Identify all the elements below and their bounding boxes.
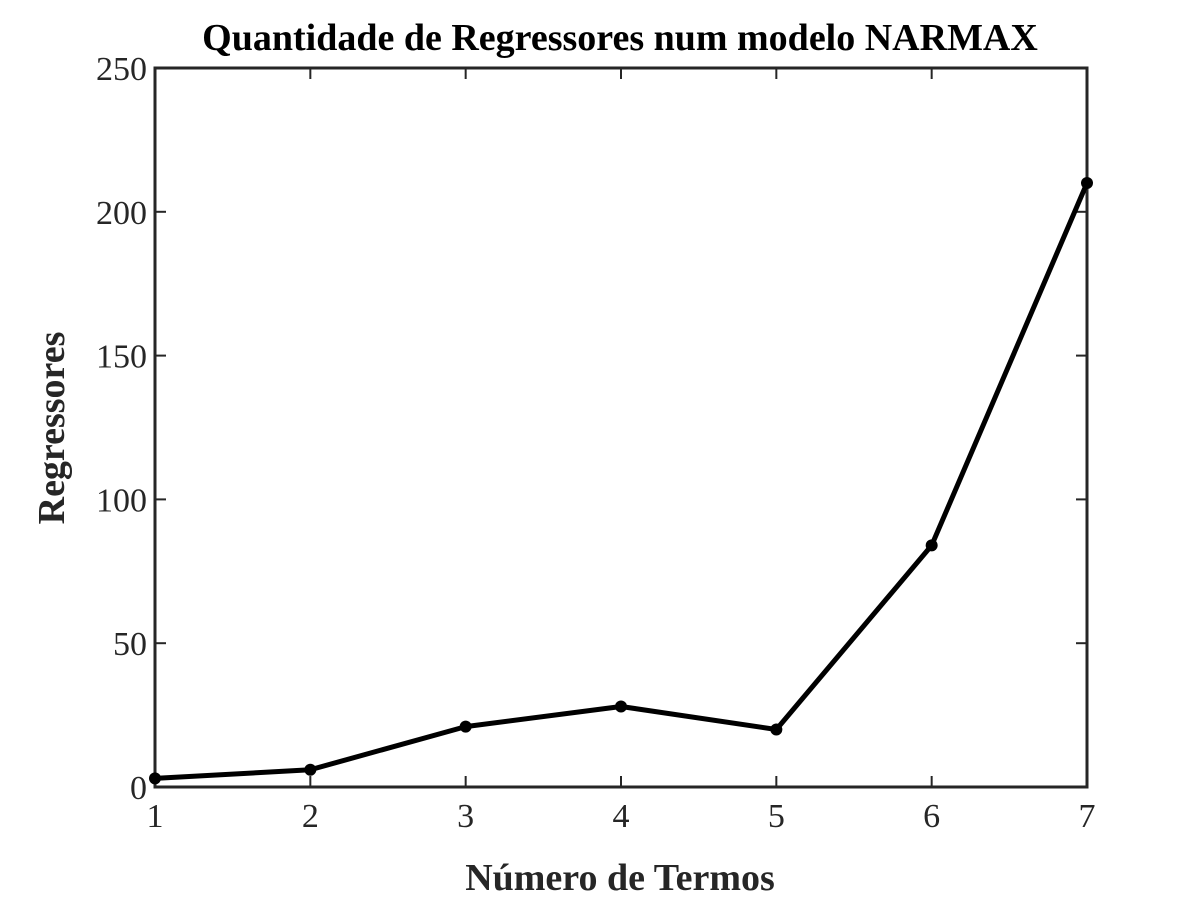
y-axis-label: Regressores bbox=[31, 332, 73, 525]
x-tick-label: 4 bbox=[613, 798, 630, 835]
x-tick-label: 5 bbox=[768, 798, 785, 835]
data-point bbox=[459, 720, 472, 733]
y-tick-label: 200 bbox=[96, 195, 147, 232]
data-point bbox=[149, 772, 161, 785]
x-tick-label: 1 bbox=[147, 798, 164, 835]
x-axis-label: Número de Termos bbox=[465, 857, 775, 899]
data-point bbox=[1081, 177, 1093, 190]
x-tick-label: 2 bbox=[302, 798, 319, 835]
data-point bbox=[770, 723, 783, 736]
x-tick-label: 3 bbox=[457, 798, 474, 835]
series-line bbox=[152, 180, 1090, 781]
y-tick-label: 100 bbox=[96, 482, 147, 519]
plot-area: 1 2 3 4 5 6 7 0 50 100 150 200 250 bbox=[96, 51, 1096, 835]
chart-title: Quantidade de Regressores num modelo NAR… bbox=[202, 17, 1038, 59]
y-tick-label: 250 bbox=[96, 51, 147, 88]
data-point bbox=[304, 763, 317, 776]
y-tick-label: 150 bbox=[96, 339, 147, 376]
data-point bbox=[925, 539, 938, 552]
axes-box bbox=[153, 66, 1089, 789]
y-tick-label: 50 bbox=[113, 626, 147, 663]
y-tick-label: 0 bbox=[130, 770, 147, 807]
x-tick-label: 6 bbox=[923, 798, 940, 835]
data-point bbox=[615, 700, 627, 713]
x-tick-label: 7 bbox=[1079, 798, 1096, 835]
